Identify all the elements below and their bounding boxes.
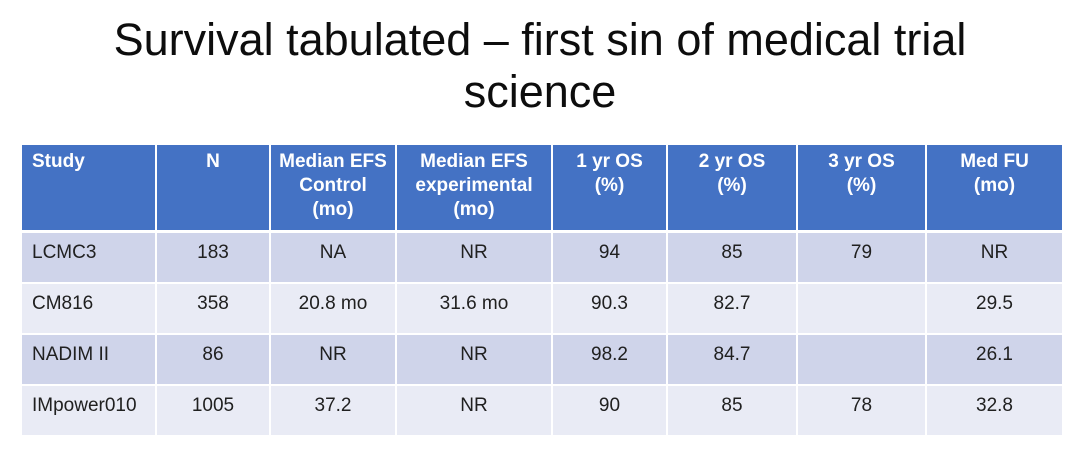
cell-3yr-os xyxy=(798,284,927,335)
cell-n: 1005 xyxy=(157,386,271,437)
cell-2yr-os: 82.7 xyxy=(668,284,798,335)
cell-med-fu: 29.5 xyxy=(927,284,1062,335)
cell-median-efs-control: NR xyxy=(271,335,397,386)
page-title-text: Survival tabulated – first sin of medica… xyxy=(113,14,967,118)
cell-median-efs-experimental: NR xyxy=(397,335,553,386)
column-header-2yr-os: 2 yr OS (%) xyxy=(668,145,798,233)
cell-study: LCMC3 xyxy=(22,233,157,284)
cell-med-fu: NR xyxy=(927,233,1062,284)
column-header-median-efs-control: Median EFS Control (mo) xyxy=(271,145,397,233)
cell-study: IMpower010 xyxy=(22,386,157,437)
column-header-n: N xyxy=(157,145,271,233)
cell-median-efs-control: 37.2 xyxy=(271,386,397,437)
column-header-1yr-os: 1 yr OS (%) xyxy=(553,145,668,233)
column-header-med-fu: Med FU (mo) xyxy=(927,145,1062,233)
cell-median-efs-experimental: NR xyxy=(397,233,553,284)
table-row-lcmc3: LCMC3 183 NA NR 94 85 79 NR xyxy=(22,233,1062,284)
column-header-3yr-os: 3 yr OS (%) xyxy=(798,145,927,233)
cell-study: CM816 xyxy=(22,284,157,335)
cell-median-efs-control: NA xyxy=(271,233,397,284)
column-header-study: Study xyxy=(22,145,157,233)
cell-med-fu: 32.8 xyxy=(927,386,1062,437)
table-row-cm816: CM816 358 20.8 mo 31.6 mo 90.3 82.7 29.5 xyxy=(22,284,1062,335)
cell-1yr-os: 90.3 xyxy=(553,284,668,335)
cell-3yr-os: 78 xyxy=(798,386,927,437)
cell-n: 183 xyxy=(157,233,271,284)
cell-n: 86 xyxy=(157,335,271,386)
table-header-row: Study N Median EFS Control (mo) Median E… xyxy=(22,145,1062,233)
cell-2yr-os: 84.7 xyxy=(668,335,798,386)
cell-study: NADIM II xyxy=(22,335,157,386)
cell-3yr-os: 79 xyxy=(798,233,927,284)
cell-3yr-os xyxy=(798,335,927,386)
cell-2yr-os: 85 xyxy=(668,386,798,437)
cell-2yr-os: 85 xyxy=(668,233,798,284)
table-row-nadim-ii: NADIM II 86 NR NR 98.2 84.7 26.1 xyxy=(22,335,1062,386)
cell-1yr-os: 90 xyxy=(553,386,668,437)
column-header-median-efs-experimental: Median EFS experimental (mo) xyxy=(397,145,553,233)
page-title: Survival tabulated – first sin of medica… xyxy=(0,14,1080,118)
survival-data-table: Study N Median EFS Control (mo) Median E… xyxy=(22,145,1062,437)
cell-1yr-os: 94 xyxy=(553,233,668,284)
cell-med-fu: 26.1 xyxy=(927,335,1062,386)
table-row-impower010: IMpower010 1005 37.2 NR 90 85 78 32.8 xyxy=(22,386,1062,437)
cell-median-efs-experimental: NR xyxy=(397,386,553,437)
cell-n: 358 xyxy=(157,284,271,335)
cell-median-efs-experimental: 31.6 mo xyxy=(397,284,553,335)
cell-median-efs-control: 20.8 mo xyxy=(271,284,397,335)
cell-1yr-os: 98.2 xyxy=(553,335,668,386)
